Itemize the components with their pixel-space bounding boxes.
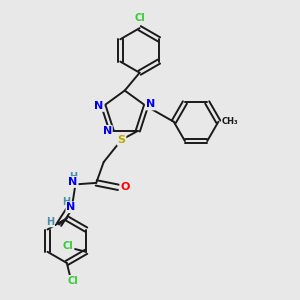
Text: H: H [69, 172, 77, 182]
Text: N: N [68, 177, 78, 187]
Text: CH₃: CH₃ [222, 117, 238, 126]
Text: O: O [120, 182, 130, 192]
Text: S: S [118, 135, 125, 145]
Text: N: N [94, 101, 104, 111]
Text: Cl: Cl [134, 13, 145, 23]
Text: H: H [62, 197, 70, 207]
Text: Cl: Cl [63, 242, 74, 251]
Text: Cl: Cl [68, 276, 79, 286]
Text: N: N [66, 202, 76, 212]
Text: N: N [146, 100, 155, 110]
Text: H: H [46, 217, 54, 226]
Text: N: N [103, 126, 112, 136]
